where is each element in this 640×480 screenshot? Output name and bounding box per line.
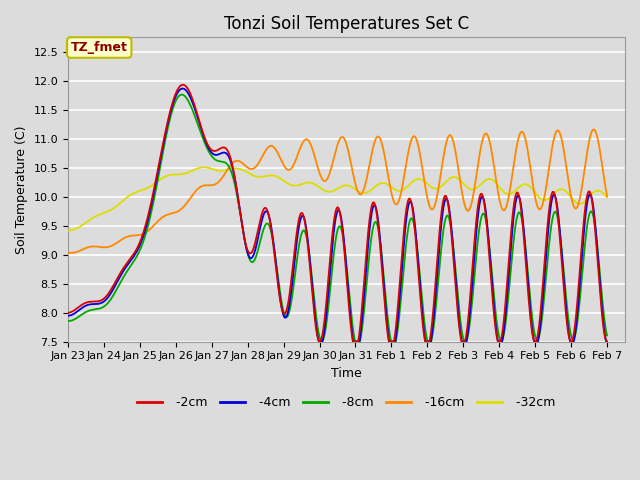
X-axis label: Time: Time bbox=[331, 367, 362, 380]
Legend:  -2cm,  -4cm,  -8cm,  -16cm,  -32cm: -2cm, -4cm, -8cm, -16cm, -32cm bbox=[132, 391, 561, 414]
Text: TZ_fmet: TZ_fmet bbox=[71, 41, 128, 54]
Title: Tonzi Soil Temperatures Set C: Tonzi Soil Temperatures Set C bbox=[224, 15, 469, 33]
Y-axis label: Soil Temperature (C): Soil Temperature (C) bbox=[15, 125, 28, 254]
